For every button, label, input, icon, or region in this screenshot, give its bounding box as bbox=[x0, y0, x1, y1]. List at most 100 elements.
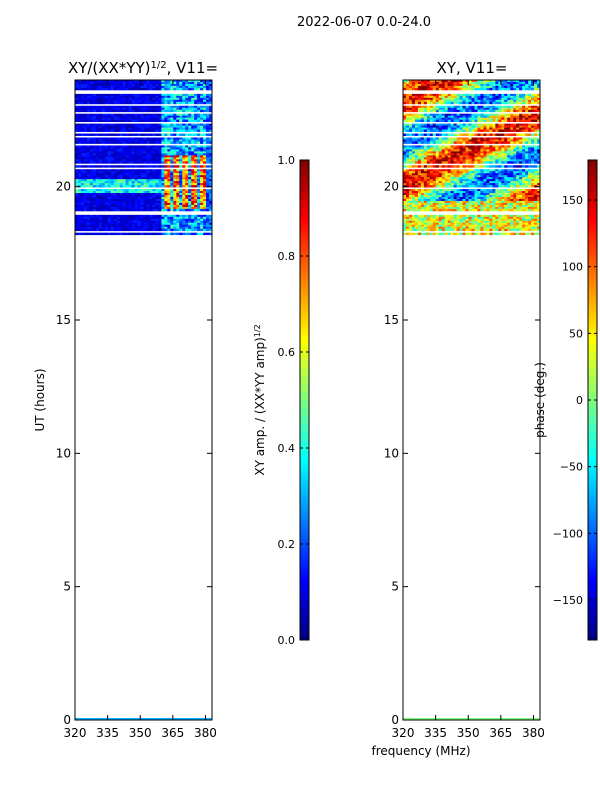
heatmap-cell bbox=[152, 226, 156, 230]
heatmap-cell bbox=[423, 153, 428, 156]
heatmap-cell bbox=[131, 208, 135, 212]
heatmap-cell bbox=[116, 216, 121, 220]
heatmap-cell bbox=[95, 141, 100, 144]
heatmap-cell bbox=[161, 232, 165, 236]
heatmap-cell bbox=[507, 147, 511, 150]
heatmap-cell bbox=[179, 214, 183, 218]
heatmap-cell bbox=[420, 117, 425, 121]
heatmap-cell bbox=[200, 183, 204, 186]
heatmap-cell bbox=[101, 129, 106, 132]
heatmap-cell bbox=[167, 208, 171, 212]
heatmap-cell bbox=[531, 99, 535, 103]
heatmap-cell bbox=[113, 93, 118, 97]
heatmap-cell bbox=[465, 87, 469, 91]
heatmap-cell bbox=[489, 149, 493, 152]
heatmap-cell bbox=[107, 109, 112, 113]
heatmap-cell bbox=[417, 97, 422, 101]
heatmap-cell bbox=[206, 141, 210, 144]
heatmap-cell bbox=[104, 127, 109, 130]
heatmap-cell bbox=[137, 198, 141, 202]
heatmap-cell bbox=[167, 149, 171, 152]
heatmap-cell bbox=[191, 99, 195, 103]
heatmap-cell bbox=[504, 153, 508, 156]
heatmap-cell bbox=[423, 139, 428, 142]
heatmap-cell bbox=[483, 95, 487, 99]
heatmap-cell bbox=[441, 115, 446, 119]
heatmap-cell bbox=[158, 159, 162, 162]
heatmap-cell bbox=[89, 159, 94, 162]
heatmap-cell bbox=[86, 195, 91, 198]
heatmap-cell bbox=[483, 93, 487, 97]
heatmap-cell bbox=[510, 149, 514, 152]
heatmap-cell bbox=[125, 224, 130, 228]
heatmap-cell bbox=[110, 185, 115, 188]
heatmap-cell bbox=[197, 113, 201, 117]
heatmap-cell bbox=[435, 165, 440, 168]
heatmap-cell bbox=[161, 101, 165, 105]
heatmap-cell bbox=[80, 202, 85, 206]
heatmap-cell bbox=[143, 141, 147, 144]
heatmap-cell bbox=[471, 81, 475, 85]
heatmap-cell bbox=[191, 183, 195, 186]
heatmap-cell bbox=[528, 141, 532, 144]
heatmap-cell bbox=[191, 125, 195, 128]
heatmap-cell bbox=[182, 195, 186, 198]
heatmap-cell bbox=[405, 173, 410, 176]
heatmap-cell bbox=[173, 204, 177, 208]
heatmap-cell bbox=[483, 125, 487, 128]
heatmap-cell bbox=[161, 179, 165, 182]
heatmap-cell bbox=[113, 185, 118, 188]
heatmap-cell bbox=[110, 145, 115, 148]
heatmap-cell bbox=[522, 97, 526, 101]
heatmap-cell bbox=[137, 165, 141, 168]
heatmap-cell bbox=[495, 179, 499, 182]
heatmap-cell bbox=[98, 226, 103, 230]
heatmap-cell bbox=[408, 127, 413, 130]
heatmap-cell bbox=[134, 171, 138, 174]
heatmap-cell bbox=[411, 133, 416, 136]
heatmap-cell bbox=[179, 105, 183, 109]
heatmap-cell bbox=[194, 183, 198, 186]
heatmap-cell bbox=[176, 165, 180, 168]
heatmap-cell bbox=[197, 153, 201, 156]
heatmap-cell bbox=[134, 224, 138, 228]
heatmap-cell bbox=[191, 113, 195, 117]
heatmap-cell bbox=[161, 81, 165, 85]
heatmap-cell bbox=[510, 125, 514, 128]
heatmap-cell bbox=[173, 133, 177, 136]
heatmap-cell bbox=[86, 83, 91, 87]
heatmap-cell bbox=[122, 95, 127, 99]
heatmap-cell bbox=[86, 196, 91, 200]
heatmap-cell bbox=[182, 171, 186, 174]
heatmap-cell bbox=[194, 198, 198, 202]
heatmap-cell bbox=[155, 177, 159, 180]
heatmap-cell bbox=[471, 177, 475, 180]
heatmap-cell bbox=[414, 101, 419, 105]
heatmap-cell bbox=[411, 115, 416, 119]
heatmap-cell bbox=[417, 109, 422, 113]
heatmap-cell bbox=[161, 171, 165, 174]
heatmap-cell bbox=[98, 137, 103, 140]
heatmap-cell bbox=[140, 171, 144, 174]
heatmap-cell bbox=[113, 127, 118, 130]
heatmap-cell bbox=[429, 159, 434, 162]
heatmap-cell bbox=[450, 109, 455, 113]
heatmap-cell bbox=[116, 145, 121, 148]
heatmap-cell bbox=[498, 141, 502, 144]
heatmap-cell bbox=[155, 195, 159, 198]
heatmap-cell bbox=[80, 193, 85, 196]
heatmap-cell bbox=[197, 123, 201, 126]
heatmap-cell bbox=[525, 109, 529, 113]
heatmap-cell bbox=[203, 117, 207, 121]
heatmap-cell bbox=[113, 228, 118, 232]
heatmap-cell bbox=[420, 99, 425, 103]
heatmap-cell bbox=[116, 153, 121, 156]
heatmap-cell bbox=[197, 119, 201, 123]
heatmap-cell bbox=[423, 183, 428, 186]
heatmap-cell bbox=[116, 80, 121, 83]
heatmap-cell bbox=[414, 147, 419, 150]
heatmap-cell bbox=[429, 155, 434, 158]
heatmap-cell bbox=[450, 139, 455, 142]
heatmap-cell bbox=[507, 107, 511, 111]
heatmap-cell bbox=[113, 99, 118, 103]
